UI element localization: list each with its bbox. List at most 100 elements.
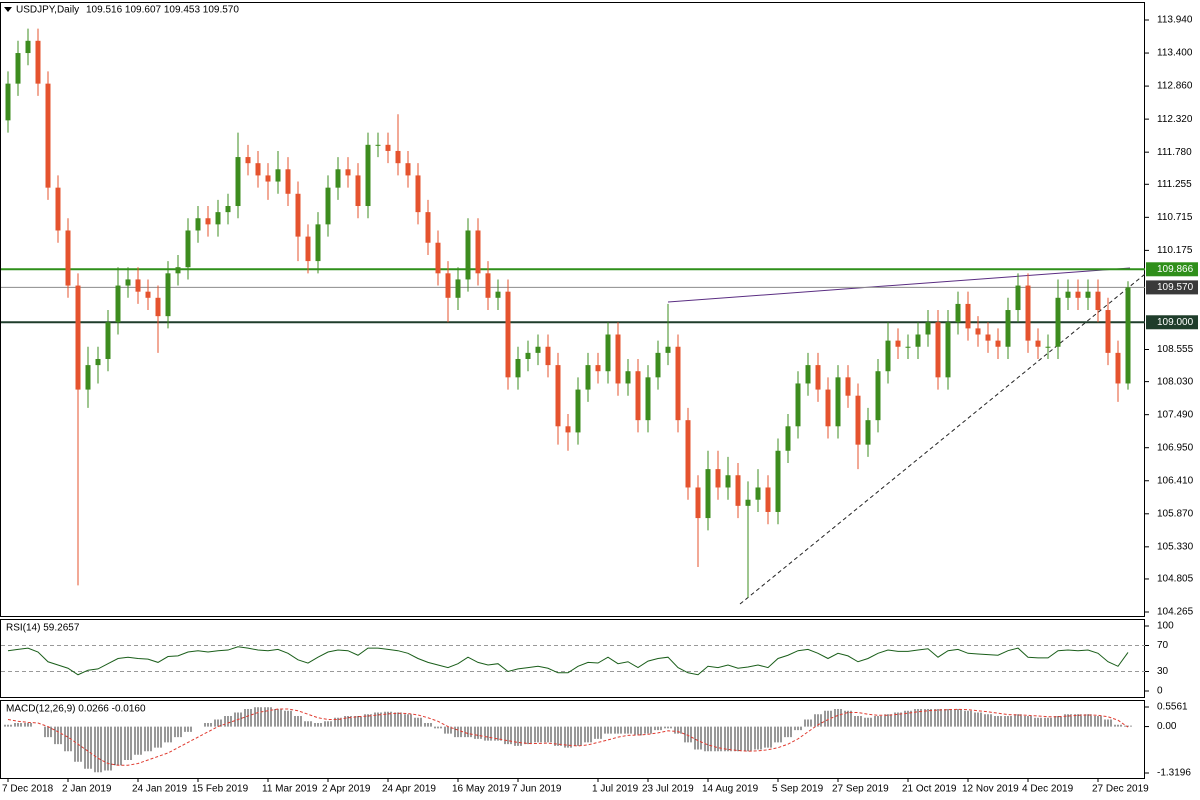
candle-body — [845, 377, 851, 396]
candle-body — [585, 365, 591, 390]
candle-body — [955, 303, 961, 323]
candle-body — [655, 352, 661, 378]
y-tick-label: 110.715 — [1157, 212, 1193, 223]
candle-body — [555, 365, 561, 427]
candle-body — [345, 169, 351, 176]
candle-body — [605, 334, 611, 372]
y-tick-label: 110.175 — [1157, 245, 1193, 256]
candle-body — [635, 371, 641, 421]
y-tick-label: 105.870 — [1157, 508, 1194, 519]
trend-line — [667, 267, 1131, 303]
candle-body — [375, 144, 381, 146]
candle-body — [355, 175, 361, 207]
candle-body — [165, 273, 171, 317]
macd-panel — [0, 700, 1145, 779]
candle-body — [785, 426, 791, 451]
y-tick-label: 106.950 — [1157, 442, 1194, 453]
candle-body — [465, 230, 471, 280]
x-tick-label: 11 Mar 2019 — [262, 784, 318, 795]
y-tick-label: 104.265 — [1157, 607, 1194, 618]
candle-body — [455, 279, 461, 298]
symbol-title: USDJPY,Daily — [16, 5, 79, 16]
candle-body — [905, 346, 911, 348]
candle-body — [725, 475, 731, 488]
candle-body — [645, 377, 651, 421]
candle-body — [995, 340, 1001, 347]
candle-body — [185, 230, 191, 268]
y-tick-label: 0.00 — [1157, 721, 1177, 732]
y-tick-label: 108.555 — [1157, 344, 1194, 355]
candle-body — [835, 377, 841, 427]
candle-body — [335, 169, 341, 188]
candle-body — [215, 212, 221, 225]
candle-body — [1105, 310, 1111, 353]
candle-body — [945, 322, 951, 378]
candle-body — [865, 420, 871, 445]
candle-body — [825, 389, 831, 427]
candle-body — [1045, 346, 1051, 348]
level-label: 109.866 — [1157, 264, 1194, 275]
candle-body — [525, 352, 531, 359]
y-tick-label: 100 — [1157, 621, 1174, 632]
candle-body — [285, 169, 291, 194]
candle-body — [65, 230, 71, 286]
candle-body — [1015, 285, 1021, 311]
y-tick-label: 30 — [1157, 666, 1169, 677]
candle-body — [255, 163, 261, 176]
x-tick-label: 14 Aug 2019 — [702, 784, 759, 795]
candle-body — [35, 40, 41, 84]
candle-body — [245, 157, 251, 164]
candle-body — [55, 187, 61, 231]
candle-body — [415, 175, 421, 213]
price-panel — [0, 2, 1145, 617]
menu-triangle[interactable] — [4, 7, 12, 12]
rsi-title: RSI(14) 59.2657 — [6, 623, 80, 634]
rsi-panel — [0, 619, 1145, 698]
candle-body — [125, 279, 131, 286]
y-tick-label: 113.400 — [1157, 48, 1193, 59]
rsi-line — [7, 646, 1129, 676]
x-tick-label: 7 Dec 2018 — [2, 784, 54, 795]
x-tick-label: 23 Jul 2019 — [642, 784, 694, 795]
level-label-box — [1146, 262, 1198, 277]
candle-body — [665, 346, 671, 353]
candle-body — [625, 371, 631, 384]
x-tick-label: 27 Sep 2019 — [832, 784, 889, 795]
level-label: 109.570 — [1157, 282, 1194, 293]
candle-body — [925, 322, 931, 335]
candle-body — [25, 40, 31, 54]
candle-body — [715, 469, 721, 488]
candle-body — [1055, 297, 1061, 347]
candle-body — [75, 285, 81, 390]
candle-body — [365, 144, 371, 207]
candle-body — [115, 285, 121, 323]
candle-body — [575, 389, 581, 433]
candle-body — [685, 420, 691, 488]
candle-body — [695, 487, 701, 519]
candle-body — [205, 218, 211, 225]
candle-body — [445, 273, 451, 298]
y-tick-label: 112.320 — [1157, 114, 1193, 125]
candle-body — [795, 383, 801, 427]
signal-line — [7, 708, 1129, 766]
candle-body — [985, 334, 991, 341]
candle-body — [405, 163, 411, 176]
candle-body — [895, 340, 901, 347]
candle-body — [1025, 285, 1031, 341]
candle-body — [1125, 287, 1131, 384]
candle-body — [815, 365, 821, 390]
macd-title: MACD(12,26,9) 0.0266 -0.0160 — [6, 704, 146, 715]
candle-body — [965, 303, 971, 329]
candle-body — [265, 175, 271, 182]
candle-body — [45, 83, 51, 188]
candle-body — [755, 487, 761, 500]
candle-body — [1065, 291, 1071, 298]
y-tick-label: 0 — [1157, 686, 1163, 697]
x-tick-label: 4 Dec 2019 — [1022, 784, 1074, 795]
candle-body — [305, 236, 311, 262]
candle-body — [15, 53, 21, 84]
candle-body — [235, 157, 241, 207]
candle-body — [565, 426, 571, 433]
candle-body — [155, 297, 161, 317]
